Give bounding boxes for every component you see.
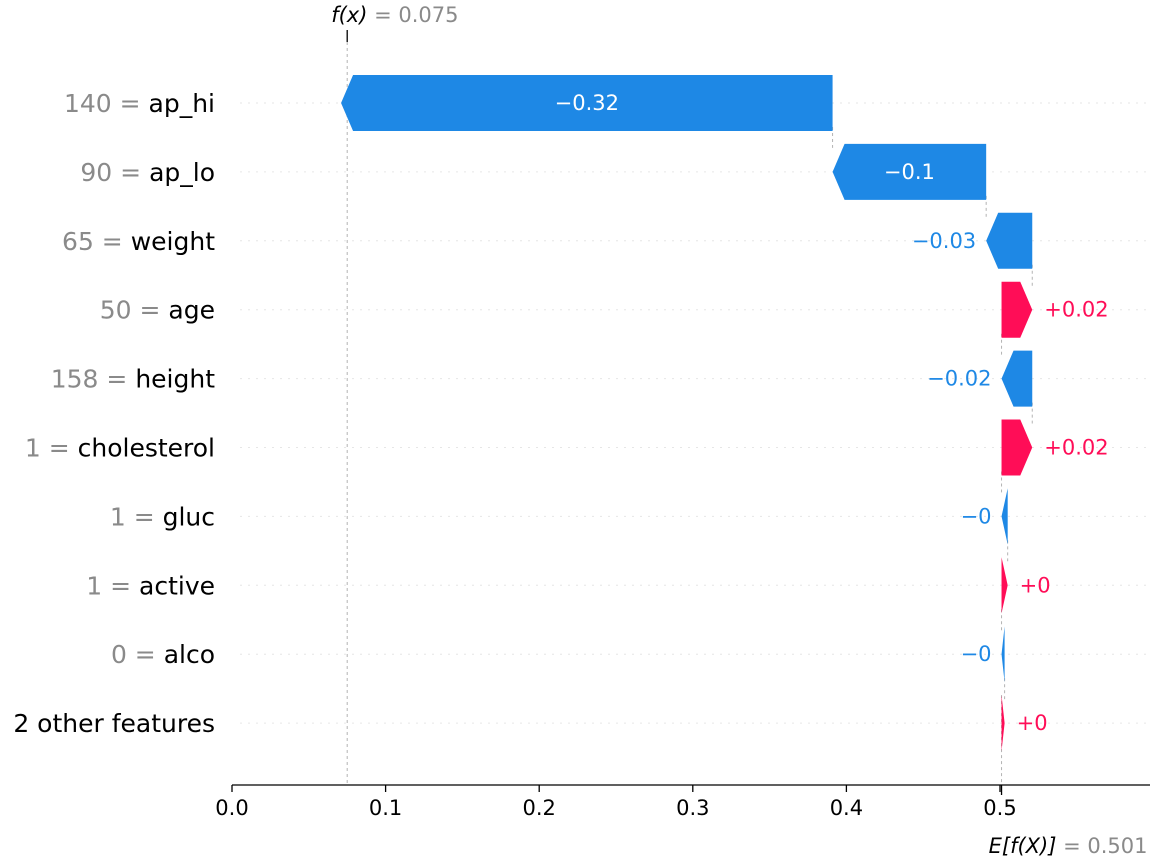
feature-name: active xyxy=(139,571,215,600)
feature-label: 158 = height xyxy=(51,364,215,393)
feature-name: height xyxy=(135,364,215,393)
positive-contribution-bar xyxy=(1001,557,1008,614)
feature-label: 2 other features xyxy=(13,709,215,738)
feature-value: 158 = xyxy=(51,364,136,393)
feature-labels: 140 = ap_hi 90 = ap_lo 65 = weight 50 = age… xyxy=(13,89,215,738)
feature-label: 140 = ap_hi xyxy=(64,89,215,118)
negative-contribution-bar xyxy=(1001,350,1033,407)
contribution-label: −0.1 xyxy=(884,160,935,184)
feature-label: 65 = weight xyxy=(62,226,215,255)
base-value-math: E[f(X)] xyxy=(989,834,1057,858)
value-annotations: −0.32 −0.1 −0.03 +0.02 −0.02 +0.02 −0 +0 −0 +0 E[f… xyxy=(331,3,1147,858)
feature-label: 1 = gluc xyxy=(110,502,215,531)
feature-label: 90 = ap_lo xyxy=(80,157,215,186)
x-tick-label: 0.1 xyxy=(369,796,402,820)
feature-value: 1 = xyxy=(25,433,78,462)
feature-label: 50 = age xyxy=(100,295,215,324)
positive-contribution-bar xyxy=(1001,695,1005,752)
output-value-math: f(x) xyxy=(331,3,367,27)
negative-contribution-bar xyxy=(986,212,1033,269)
feature-name: 2 other features xyxy=(13,709,215,738)
x-tick-label: 0.4 xyxy=(830,796,863,820)
contribution-label: +0 xyxy=(1017,711,1048,735)
x-tick-label: 0.5 xyxy=(983,796,1016,820)
feature-name: alco xyxy=(164,640,215,669)
negative-contribution-bar xyxy=(1001,626,1005,683)
feature-value: 1 = xyxy=(110,502,163,531)
negative-contribution-bar xyxy=(341,75,833,131)
feature-name: weight xyxy=(131,226,215,255)
feature-label: 1 = active xyxy=(86,571,215,600)
feature-value: 1 = xyxy=(86,571,139,600)
feature-name: ap_lo xyxy=(149,157,215,186)
feature-value: 140 = xyxy=(64,89,149,118)
contribution-bars xyxy=(341,75,1033,752)
negative-contribution-bar xyxy=(1001,488,1008,545)
feature-value: 0 = xyxy=(111,640,164,669)
feature-label: 1 = cholesterol xyxy=(25,433,215,462)
contribution-label: −0.02 xyxy=(927,367,991,391)
row-guides xyxy=(240,102,1150,724)
feature-value: 65 = xyxy=(62,226,131,255)
output-value-label: f(x) = 0.075 xyxy=(331,3,458,27)
x-tick-label: 0.0 xyxy=(215,796,248,820)
contribution-label: −0 xyxy=(961,642,992,666)
x-axis: 0.0 0.1 0.2 0.3 0.4 0.5 xyxy=(215,30,1150,820)
feature-name: gluc xyxy=(163,502,215,531)
positive-contribution-bar xyxy=(1001,419,1033,476)
feature-label: 0 = alco xyxy=(111,640,215,669)
feature-name: ap_hi xyxy=(149,89,215,118)
contribution-label: −0.32 xyxy=(555,91,619,115)
feature-name: cholesterol xyxy=(78,433,215,462)
contribution-label: +0.02 xyxy=(1044,436,1108,460)
feature-value: 90 = xyxy=(80,157,149,186)
feature-name: age xyxy=(168,295,215,324)
output-value-number: = 0.075 xyxy=(367,3,458,27)
x-tick-label: 0.2 xyxy=(522,796,555,820)
contribution-label: −0 xyxy=(961,504,992,528)
feature-value: 50 = xyxy=(100,295,169,324)
contribution-label: −0.03 xyxy=(912,229,976,253)
positive-contribution-bar xyxy=(1001,281,1033,338)
base-value-label: E[f(X)] = 0.501 xyxy=(989,834,1148,858)
x-tick-label: 0.3 xyxy=(676,796,709,820)
contribution-label: +0 xyxy=(1020,573,1051,597)
negative-contribution-bar xyxy=(832,143,987,200)
base-value-number: = 0.501 xyxy=(1056,834,1147,858)
contribution-label: +0.02 xyxy=(1044,298,1108,322)
